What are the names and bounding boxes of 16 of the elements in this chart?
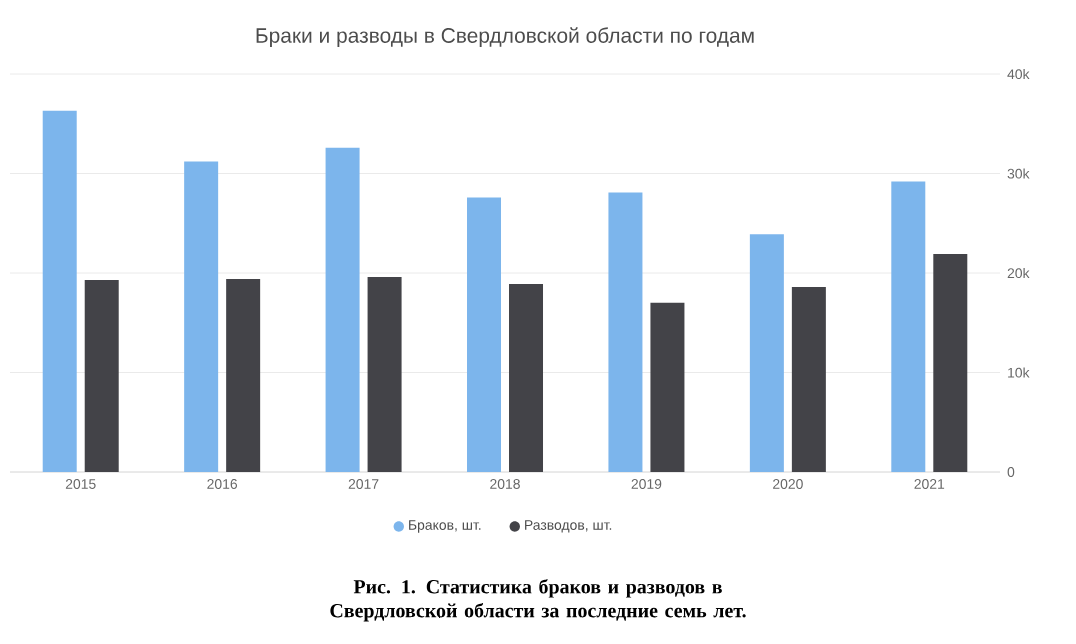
bar [933,254,968,472]
bar [467,197,502,472]
bar [509,283,544,472]
bar [84,279,119,472]
bar [325,147,360,472]
chart-title: Браки и разводы в Свердловской области по годам [256,27,754,48]
bar [367,276,402,472]
bar [650,302,685,472]
bar [42,110,77,472]
bar [791,286,826,472]
bar [226,278,261,472]
bar [184,161,219,472]
bar [891,181,926,472]
bar [749,234,784,472]
text: Рис. 1. Статистика браков и разводов в Свердловской области за последние семь лет. [330,579,746,622]
bar [608,192,643,472]
